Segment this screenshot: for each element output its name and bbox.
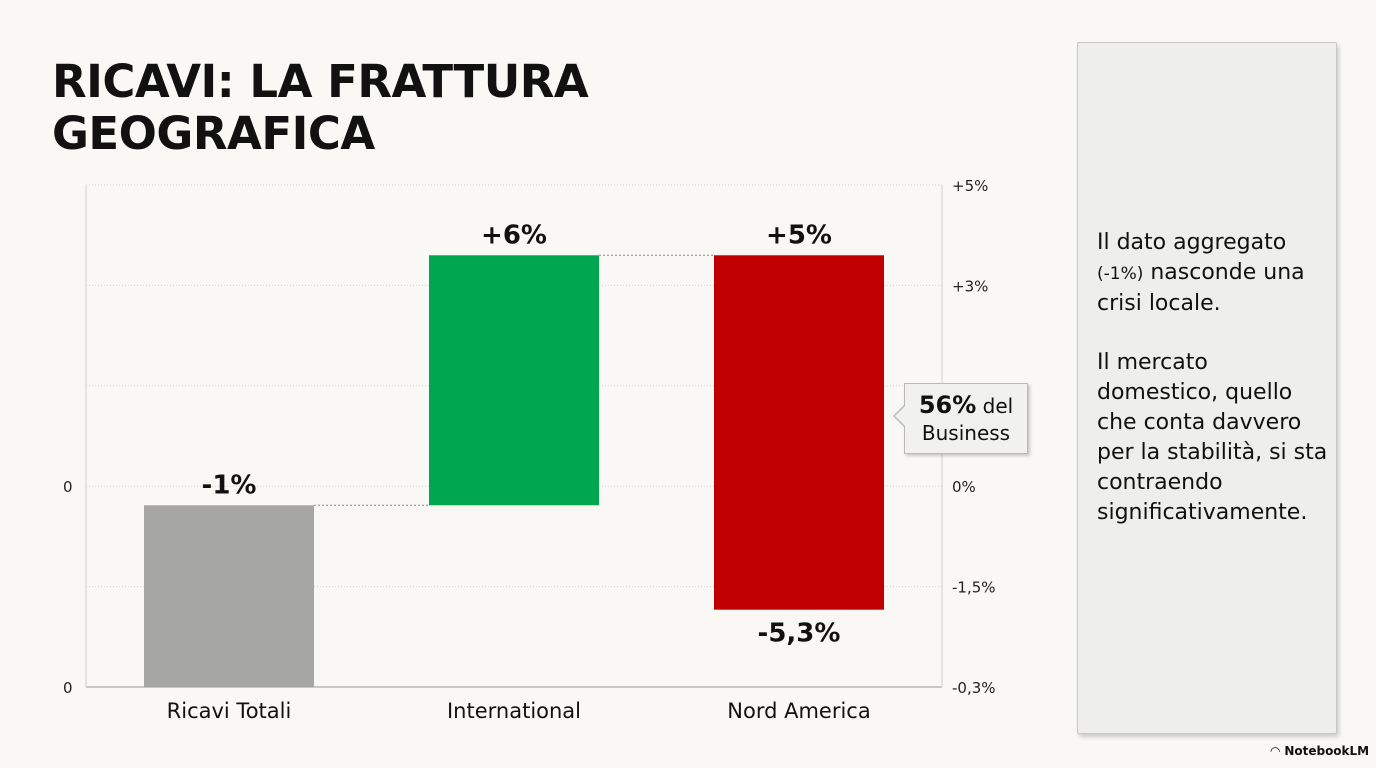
callout-del: del xyxy=(976,394,1014,418)
right-axis-tick: -1,5% xyxy=(952,579,996,597)
bar-international xyxy=(429,255,599,506)
title-line-1: RICAVI: LA FRATTURA xyxy=(52,55,589,108)
insight-text: (-1%) xyxy=(1097,264,1144,284)
bar-ricavi-totali xyxy=(144,505,314,687)
data-label: +5% xyxy=(766,220,832,250)
waterfall-chart: +5% +3% 0% -1,5% -0,3% 0 0 Ricavi Totali Interna… xyxy=(63,177,996,723)
insight-text: crisi locale. xyxy=(1097,291,1221,316)
callout-percent: 56% xyxy=(918,391,977,419)
right-axis-tick: -0,3% xyxy=(952,679,996,697)
data-label: -1% xyxy=(202,470,257,500)
right-axis-tick: +3% xyxy=(952,277,988,295)
insight-paragraph-1: Il dato aggregato (-1%) nasconde una cri… xyxy=(1097,228,1332,319)
right-axis-tick: +5% xyxy=(952,177,988,195)
slide-title: RICAVI: LA FRATTURA GEOGRAFICA xyxy=(52,56,672,160)
category-label: International xyxy=(447,699,581,723)
notebooklm-logo: ◠ NotebookLM xyxy=(1270,744,1369,758)
bar-nord-america xyxy=(714,255,884,610)
callout-business: Business xyxy=(921,421,1011,445)
business-share-callout: 56% del Business xyxy=(893,383,1028,454)
title-line-2: GEOGRAFICA xyxy=(52,107,375,160)
insight-panel: Il dato aggregato (-1%) nasconde una cri… xyxy=(1077,42,1337,734)
category-label: Nord America xyxy=(727,699,870,723)
brand-name: NotebookLM xyxy=(1284,744,1370,758)
category-label: Ricavi Totali xyxy=(167,699,292,723)
insight-text: nasconde una xyxy=(1143,260,1305,285)
data-label: -5,3% xyxy=(758,619,841,649)
insight-text: Il dato aggregato xyxy=(1097,230,1287,255)
left-axis-tick: 0 xyxy=(63,679,73,697)
notebooklm-icon: ◠ xyxy=(1270,744,1281,758)
insight-paragraph-2: Il mercato domestico, quello che conta d… xyxy=(1097,350,1328,525)
left-axis-tick: 0 xyxy=(63,478,73,496)
right-axis-tick: 0% xyxy=(952,478,976,496)
data-label: +6% xyxy=(481,220,547,250)
